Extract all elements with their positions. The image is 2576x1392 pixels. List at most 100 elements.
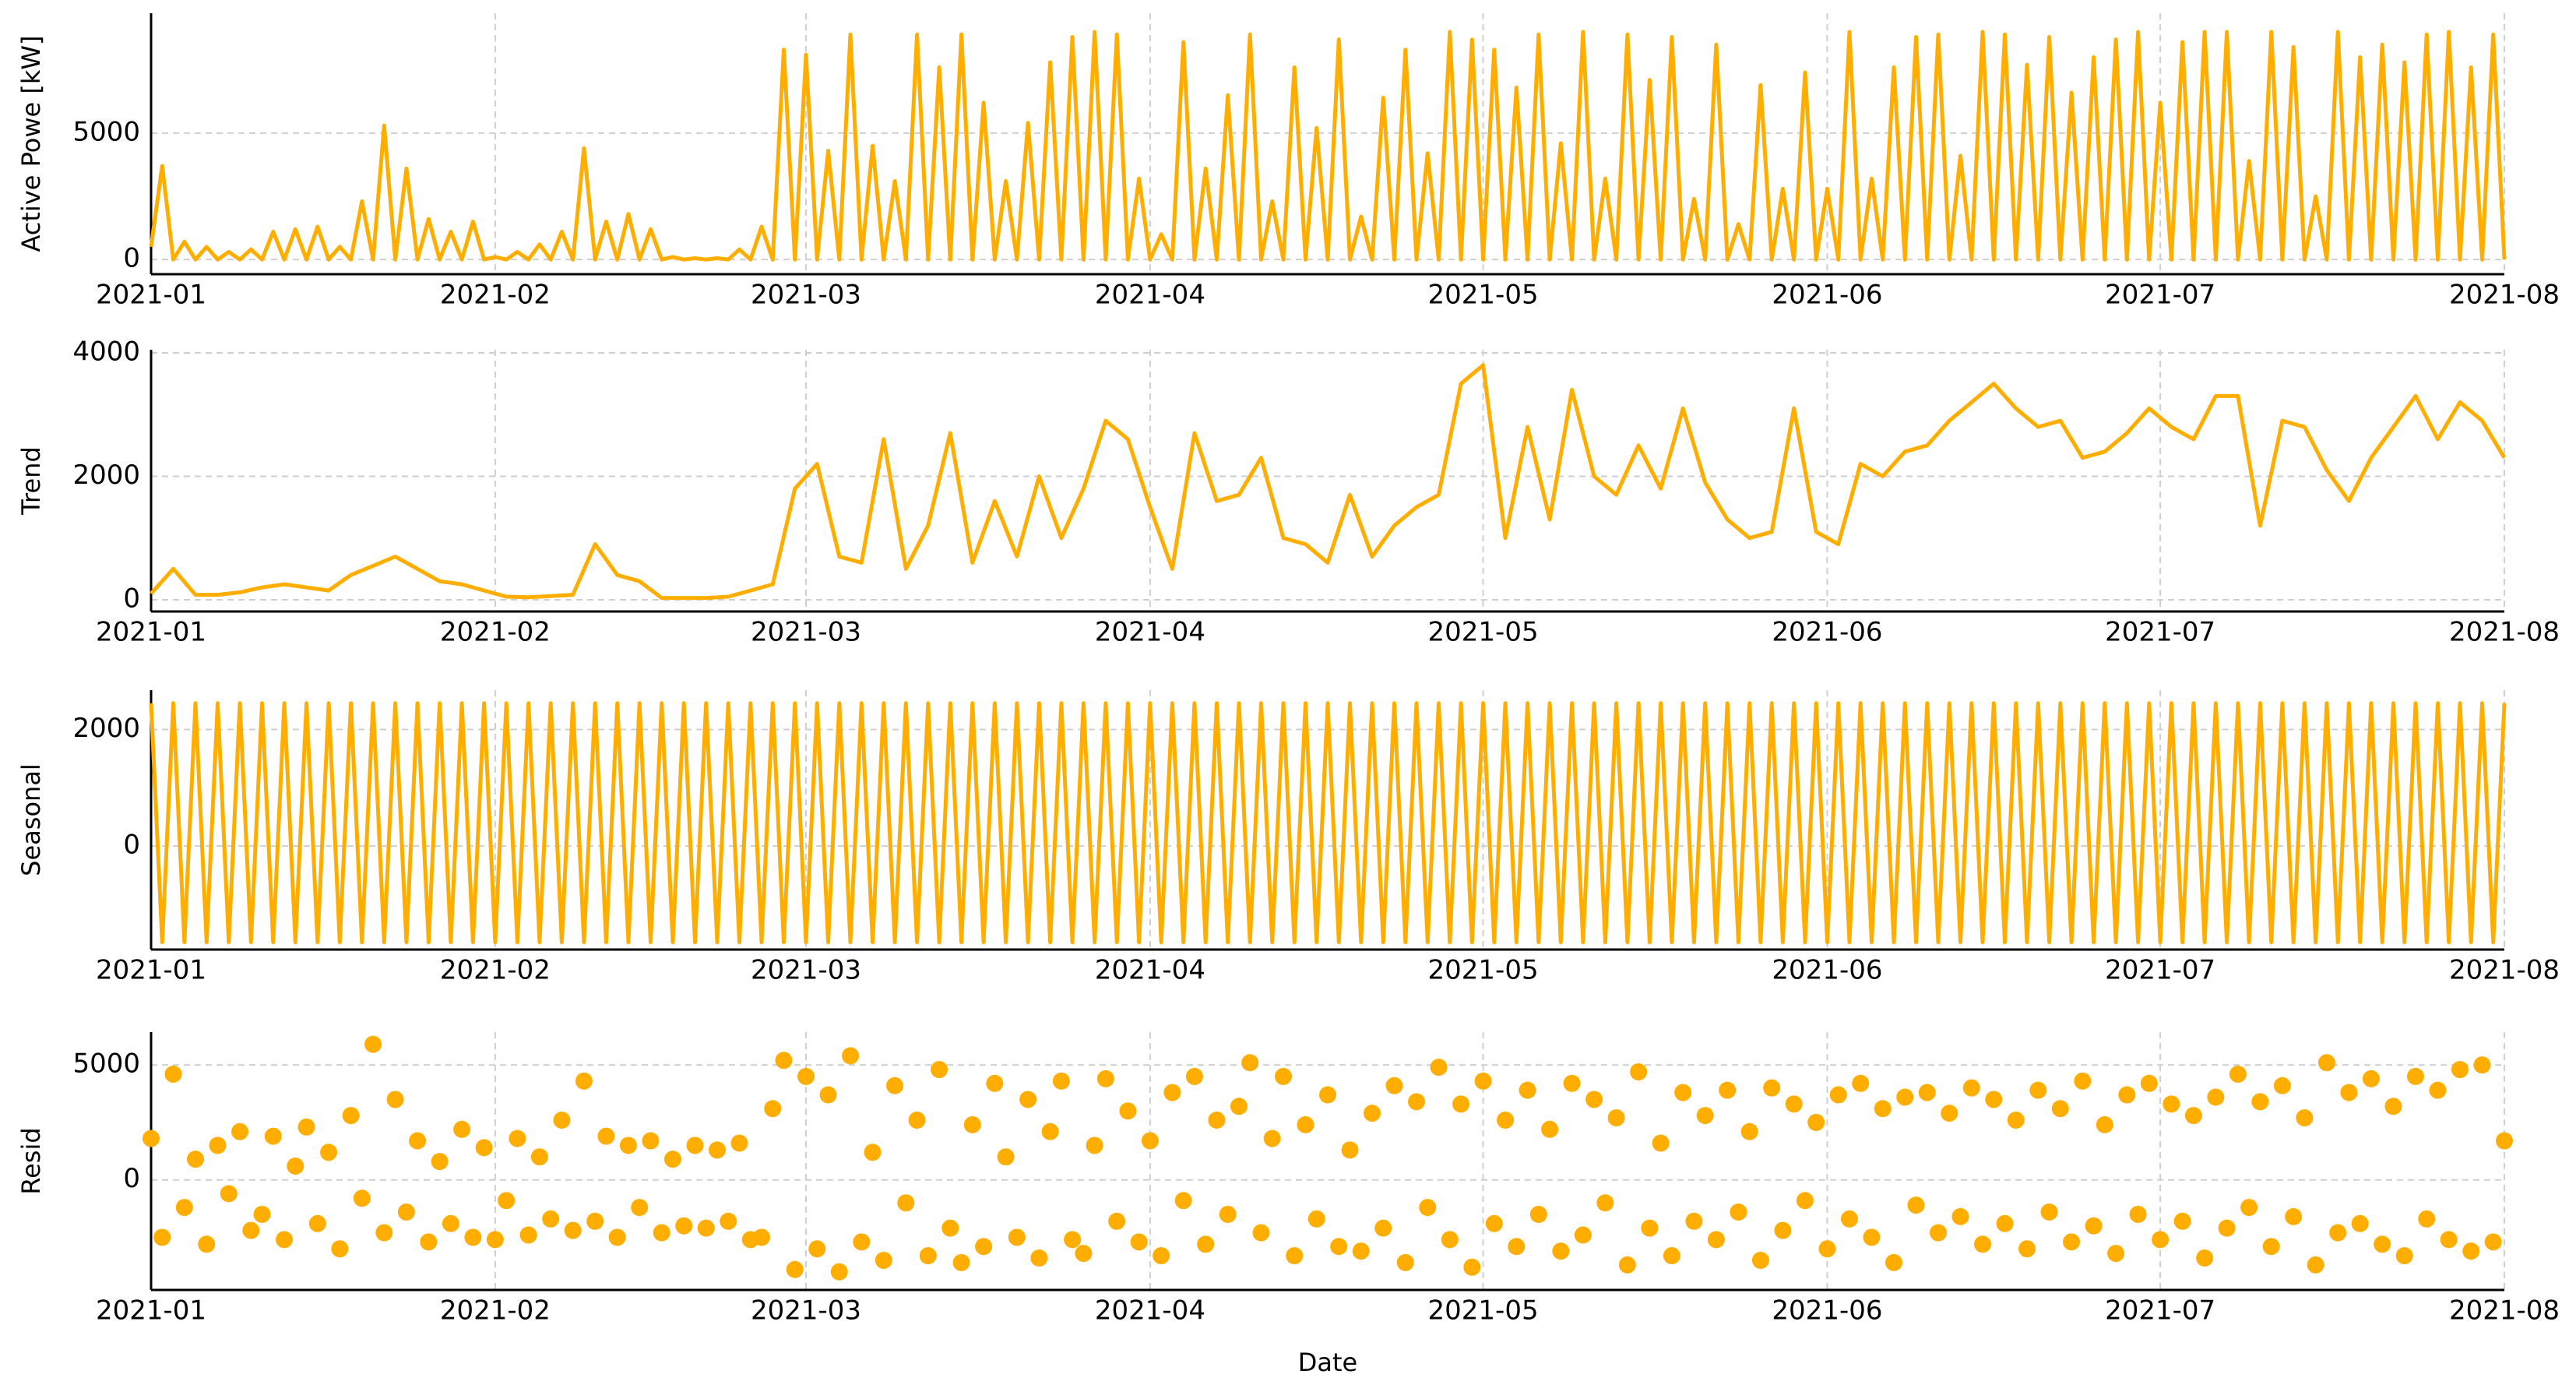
data-point (1430, 1059, 1448, 1077)
data-point (2296, 1109, 2314, 1127)
x-tick-label: 2021-08 (2449, 280, 2560, 311)
data-point (708, 1141, 726, 1159)
data-point (1452, 1095, 1470, 1113)
data-point (1740, 1122, 1758, 1140)
data-point (1541, 1120, 1559, 1138)
x-tick-label: 2021-01 (96, 1295, 206, 1327)
data-point (1785, 1095, 1803, 1113)
data-line (149, 30, 2507, 262)
data-point (1896, 1088, 1914, 1106)
data-point (519, 1226, 537, 1244)
data-point (952, 1253, 970, 1271)
data-point (498, 1192, 516, 1210)
x-tick-label: 2021-06 (1772, 280, 1882, 311)
data-point (2018, 1240, 2036, 1258)
x-tick-label: 2021-04 (1095, 955, 1205, 986)
data-point (2395, 1247, 2413, 1265)
data-point (1941, 1105, 1958, 1122)
data-point (331, 1240, 349, 1258)
data-point (1163, 1084, 1181, 1101)
data-point (2262, 1238, 2280, 1256)
data-point (1974, 1235, 1992, 1253)
data-point (2107, 1245, 2125, 1263)
data-point (2317, 1054, 2335, 1072)
data-point (1286, 1247, 1304, 1265)
x-tick-label: 2021-03 (751, 1295, 861, 1327)
data-point (1874, 1100, 1892, 1118)
data-point (1863, 1228, 1881, 1246)
data-point (308, 1214, 326, 1232)
data-point (631, 1199, 649, 1217)
data-point (1441, 1231, 1459, 1249)
data-point (2251, 1093, 2269, 1111)
data-point (2129, 1205, 2147, 1223)
data-point (931, 1061, 948, 1079)
data-point (1297, 1115, 1314, 1133)
x-tick-label: 2021-02 (440, 280, 551, 311)
data-point (342, 1107, 360, 1125)
data-point (2140, 1074, 2158, 1092)
data-point (175, 1199, 193, 1217)
data-point (2329, 1224, 2347, 1242)
data-point (2273, 1077, 2291, 1094)
data-point (720, 1212, 737, 1230)
data-point (764, 1100, 782, 1118)
x-tick-label: 2021-07 (2105, 280, 2215, 311)
x-tick-label: 2021-01 (96, 617, 206, 648)
data-point (1108, 1212, 1126, 1230)
data-point (431, 1153, 449, 1171)
y-tick-label: 2000 (72, 460, 140, 491)
data-point (597, 1127, 615, 1145)
data-point (686, 1137, 704, 1154)
data-point (875, 1251, 892, 1269)
data-point (1641, 1219, 1659, 1237)
data-point (2484, 1233, 2502, 1251)
data-point (842, 1047, 860, 1065)
data-point (1607, 1109, 1625, 1127)
data-point (1052, 1072, 1070, 1090)
data-point (1330, 1238, 1348, 1256)
data-point (1663, 1247, 1680, 1265)
y-tick-label: 0 (123, 243, 140, 274)
x-tick-label: 2021-07 (2105, 955, 2215, 986)
x-tick-label: 2021-08 (2449, 1295, 2560, 1327)
data-point (1985, 1091, 2003, 1108)
data-point (264, 1127, 282, 1145)
data-point (530, 1148, 548, 1166)
data-point (353, 1189, 371, 1207)
data-point (1197, 1235, 1215, 1253)
data-point (2184, 1107, 2202, 1125)
data-point (2218, 1219, 2236, 1237)
y-tick-label: 4000 (72, 336, 140, 367)
data-point (897, 1194, 915, 1212)
data-point (153, 1228, 171, 1246)
data-point (1829, 1086, 1847, 1104)
y-axis-label: Seasonal (16, 763, 46, 876)
data-point (1763, 1079, 1781, 1097)
data-point (297, 1118, 315, 1136)
data-point (2152, 1231, 2170, 1249)
x-tick-label: 2021-07 (2105, 1295, 2215, 1327)
data-point (242, 1221, 260, 1239)
data-point (730, 1134, 748, 1152)
data-point (2096, 1115, 2113, 1133)
data-point (2007, 1111, 2025, 1129)
data-point (1807, 1113, 1825, 1131)
data-point (1130, 1233, 1148, 1251)
data-point (2040, 1203, 2058, 1221)
data-point (1485, 1214, 1503, 1232)
data-point (753, 1228, 771, 1246)
data-point (453, 1120, 471, 1138)
y-axis-label: Trend (16, 446, 46, 516)
data-point (1075, 1245, 1093, 1263)
data-point (1319, 1086, 1336, 1104)
data-point (1818, 1240, 1836, 1258)
data-point (975, 1238, 993, 1256)
data-point (1086, 1137, 1103, 1154)
data-point (1474, 1072, 1492, 1090)
x-tick-label: 2021-05 (1428, 280, 1539, 311)
data-point (963, 1115, 981, 1133)
x-tick-label: 2021-02 (440, 617, 551, 648)
x-tick-label: 2021-03 (751, 280, 861, 311)
data-point (1419, 1199, 1437, 1217)
